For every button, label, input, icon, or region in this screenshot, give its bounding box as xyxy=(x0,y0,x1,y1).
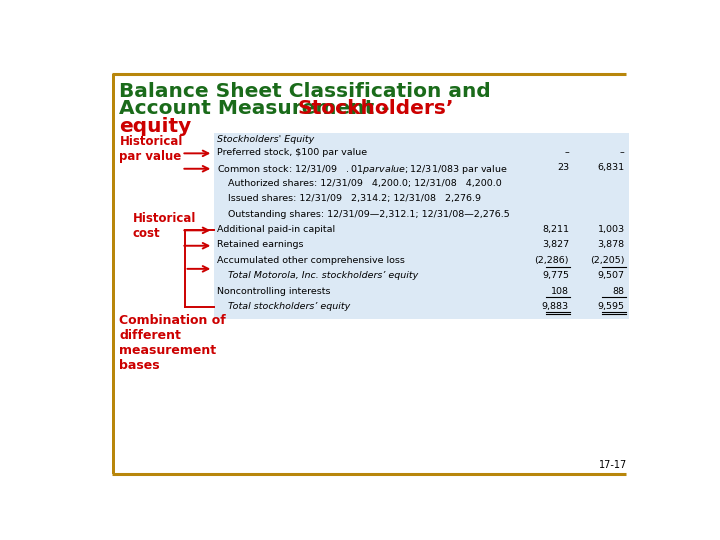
Text: Issued shares: 12/31/09   2,314.2; 12/31/08   2,276.9: Issued shares: 12/31/09 2,314.2; 12/31/0… xyxy=(228,194,481,203)
Text: Balance Sheet Classification and: Balance Sheet Classification and xyxy=(120,82,491,101)
Text: 1,003: 1,003 xyxy=(598,225,625,234)
Text: 8,211: 8,211 xyxy=(542,225,569,234)
Text: 17-17: 17-17 xyxy=(599,460,627,470)
Text: Outstanding shares: 12/31/09—2,312.1; 12/31/08—2,276.5: Outstanding shares: 12/31/09—2,312.1; 12… xyxy=(228,210,510,219)
Text: Retained earnings: Retained earnings xyxy=(217,240,304,249)
Text: –: – xyxy=(620,148,625,157)
Text: Historical
cost: Historical cost xyxy=(132,212,196,240)
Text: Noncontrolling interests: Noncontrolling interests xyxy=(217,287,330,295)
Text: Additional paid-in capital: Additional paid-in capital xyxy=(217,225,336,234)
Text: (2,205): (2,205) xyxy=(590,256,625,265)
Text: 9,775: 9,775 xyxy=(542,271,569,280)
Text: Accumulated other comprehensive loss: Accumulated other comprehensive loss xyxy=(217,256,405,265)
Bar xyxy=(112,74,114,475)
Text: –: – xyxy=(564,148,569,157)
Text: 9,883: 9,883 xyxy=(542,302,569,311)
Text: 9,595: 9,595 xyxy=(598,302,625,311)
Text: Stockholders' Equity: Stockholders' Equity xyxy=(217,135,315,144)
Text: Historical
par value: Historical par value xyxy=(120,135,183,163)
Text: Account Measurement -: Account Measurement - xyxy=(120,99,390,118)
Text: Preferred stock, $100 par value: Preferred stock, $100 par value xyxy=(217,148,367,157)
Text: 3,827: 3,827 xyxy=(542,240,569,249)
Text: Authorized shares: 12/31/09   4,200.0; 12/31/08   4,200.0: Authorized shares: 12/31/09 4,200.0; 12/… xyxy=(228,179,502,188)
Text: Total Motorola, Inc. stockholders’ equity: Total Motorola, Inc. stockholders’ equit… xyxy=(228,271,418,280)
Text: 6,831: 6,831 xyxy=(598,164,625,172)
Text: equity: equity xyxy=(120,117,192,136)
Text: 88: 88 xyxy=(613,287,625,295)
Text: 3,878: 3,878 xyxy=(598,240,625,249)
Text: 108: 108 xyxy=(551,287,569,295)
Text: Combination of
different
measurement
bases: Combination of different measurement bas… xyxy=(120,314,226,372)
Text: Common stock: 12/31/09   $.01 par value; 12/31/08   $3 par value: Common stock: 12/31/09 $.01 par value; 1… xyxy=(217,164,508,177)
Text: (2,286): (2,286) xyxy=(534,256,569,265)
Text: 23: 23 xyxy=(557,164,569,172)
Text: Total stockholders’ equity: Total stockholders’ equity xyxy=(228,302,350,311)
Text: 9,507: 9,507 xyxy=(598,271,625,280)
Bar xyxy=(214,132,629,319)
Text: Stockholders’: Stockholders’ xyxy=(297,99,454,118)
